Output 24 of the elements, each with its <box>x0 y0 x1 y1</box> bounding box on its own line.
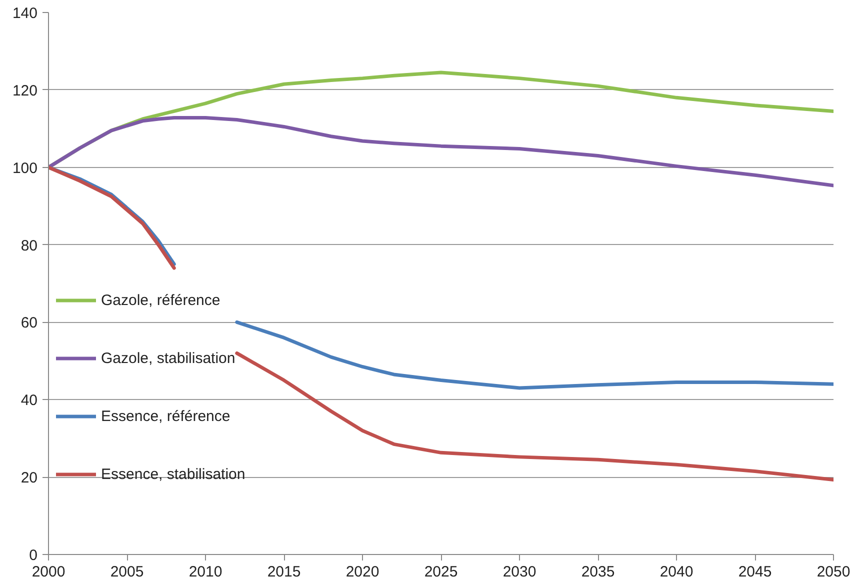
y-tick-label: 0 <box>29 547 38 564</box>
y-tick-label: 100 <box>12 160 38 177</box>
x-tick-label: 2005 <box>110 564 144 580</box>
line-series <box>48 116 834 188</box>
x-tick-label: 2040 <box>660 564 694 580</box>
x-tick-label: 2020 <box>346 564 380 580</box>
x-tick-label: 2010 <box>188 564 222 580</box>
y-tick-label: 80 <box>20 237 38 254</box>
y-tick-label: 120 <box>12 82 38 100</box>
x-tick-label: 2015 <box>267 564 301 580</box>
x-tick-label: 2025 <box>424 564 458 580</box>
y-tick-label: 20 <box>20 470 38 487</box>
x-tick-label: 2030 <box>502 564 536 580</box>
legend-label: Essence, stabilisation <box>101 466 246 482</box>
x-tick-label: 2050 <box>816 564 850 580</box>
y-tick-label: 140 <box>12 5 38 22</box>
x-tick-label: 2000 <box>32 564 66 580</box>
y-tick-label: 40 <box>20 392 38 410</box>
y-tick-label: 60 <box>20 314 38 332</box>
x-tick-label: 2035 <box>581 564 615 580</box>
legend-label: Gazole, référence <box>101 292 220 308</box>
legend-label: Gazole, stabilisation <box>101 350 236 366</box>
legend-label: Essence, référence <box>101 408 230 424</box>
x-tick-label: 2045 <box>738 564 772 580</box>
